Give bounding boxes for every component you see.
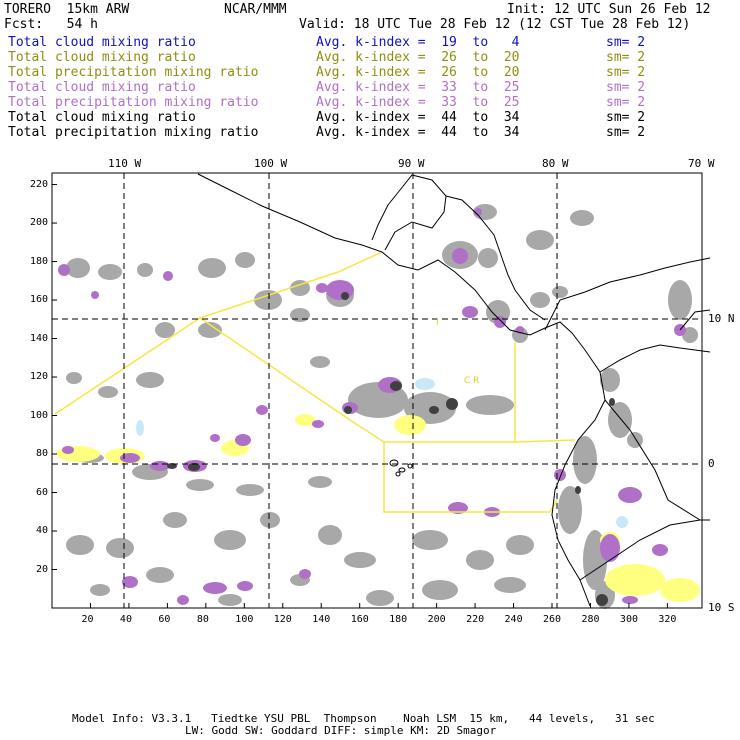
x-tick-label: 220 [466,614,485,625]
c-r-label: C R [464,376,479,386]
legend-field-7: Total precipitation mixing ratio [8,125,259,140]
x-tick-label: 200 [427,614,446,625]
lon-label-110w: 110 W [108,157,142,170]
y-tick-label: 40 [35,525,48,536]
model-title: TORERO 15km ARW [4,2,130,17]
x-tick-label: 300 [619,614,638,625]
y-tick-label: 220 [29,178,48,190]
i-label: I [436,318,439,328]
legend-index-3: Avg. k-index = 26 to 20 [316,65,520,80]
y-tick-label: 60 [35,486,48,498]
legend-index-1: Avg. k-index = 19 to 4 [316,35,520,50]
legend-field-4: Total cloud mixing ratio [8,80,196,95]
legend-index-2: Avg. k-index = 26 to 20 [316,50,520,65]
region-boundaries [54,251,576,513]
legend-field-1: Total cloud mixing ratio [8,35,196,50]
org-label: NCAR/MMM [224,2,287,17]
forecast-hour: Fcst: 54 h [4,17,98,32]
legend-sm-6: sm= 2 [606,110,646,125]
y-tick-label: 100 [29,409,48,421]
x-tick-label: 180 [389,614,408,625]
y-tick-label: 160 [29,294,48,306]
x-tick-label: 240 [504,614,523,625]
legend-sm-2: sm= 2 [606,50,646,65]
valid-time: Valid: 18 UTC Tue 28 Feb 12 (12 CST Tue … [299,17,691,32]
dark-cloud-layer [167,292,615,606]
y-tick-label: 20 [35,563,48,575]
legend-field-3: Total precipitation mixing ratio [8,65,259,80]
legend-sm-4: sm= 2 [606,80,646,95]
legend-field-5: Total precipitation mixing ratio [8,95,259,110]
legend-index-5: Avg. k-index = 33 to 25 [316,95,520,110]
legend-index-4: Avg. k-index = 33 to 25 [316,80,520,95]
x-tick-label: 120 [273,614,292,625]
legend-sm-7: sm= 2 [606,125,646,140]
legend-index-7: Avg. k-index = 44 to 34 [316,125,520,140]
x-tick-label: 280 [581,614,600,625]
lon-label-70w: 70 W [688,157,715,170]
x-tick-label: 320 [658,614,677,625]
legend-field-2: Total cloud mixing ratio [8,50,196,65]
legend-sm-5: sm= 2 [606,95,646,110]
lon-label-100w: 100 W [254,157,288,170]
init-time: Init: 12 UTC Sun 26 Feb 12 [507,2,711,17]
y-tick-label: 120 [29,371,48,383]
lon-label-80w: 80 W [542,157,569,170]
x-tick-label: 60 [158,614,171,625]
x-tick-label: 140 [312,614,331,625]
legend-index-6: Avg. k-index = 44 to 34 [316,110,520,125]
x-tick-label: 80 [196,614,209,625]
coastlines [197,173,711,607]
x-tick-label: 40 [119,614,132,625]
cyan-cloud-layer [136,378,628,528]
x-tick-label: 20 [81,614,94,625]
y-tick-label: 200 [29,217,48,229]
legend-sm-3: sm= 2 [606,65,646,80]
y-tick-label: 80 [35,448,48,460]
x-tick-label: 100 [235,614,254,625]
model-info-line2: LW: Godd SW: Goddard DIFF: simple KM: 2D… [185,724,497,737]
cloud-fields [56,204,700,609]
lat-lon-grid [52,173,702,608]
x-tick-label: 260 [543,614,562,625]
lat-label-10s: 10 S [708,601,735,614]
lat-label-0: 0 [708,457,715,470]
legend-sm-1: sm= 2 [606,35,646,50]
lon-label-90w: 90 W [398,157,425,170]
x-tick-label: 160 [350,614,369,625]
legend-field-6: Total cloud mixing ratio [8,110,196,125]
tick-marks [52,184,668,608]
galapagos-islands [389,459,413,477]
lat-label-10n: 10 N [708,312,735,325]
plot-frame [51,172,703,609]
model-info-line1: Model Info: V3.3.1 Tiedtke YSU PBL Thomp… [72,712,655,725]
y-tick-label: 180 [29,255,48,267]
y-tick-label: 140 [29,332,48,344]
